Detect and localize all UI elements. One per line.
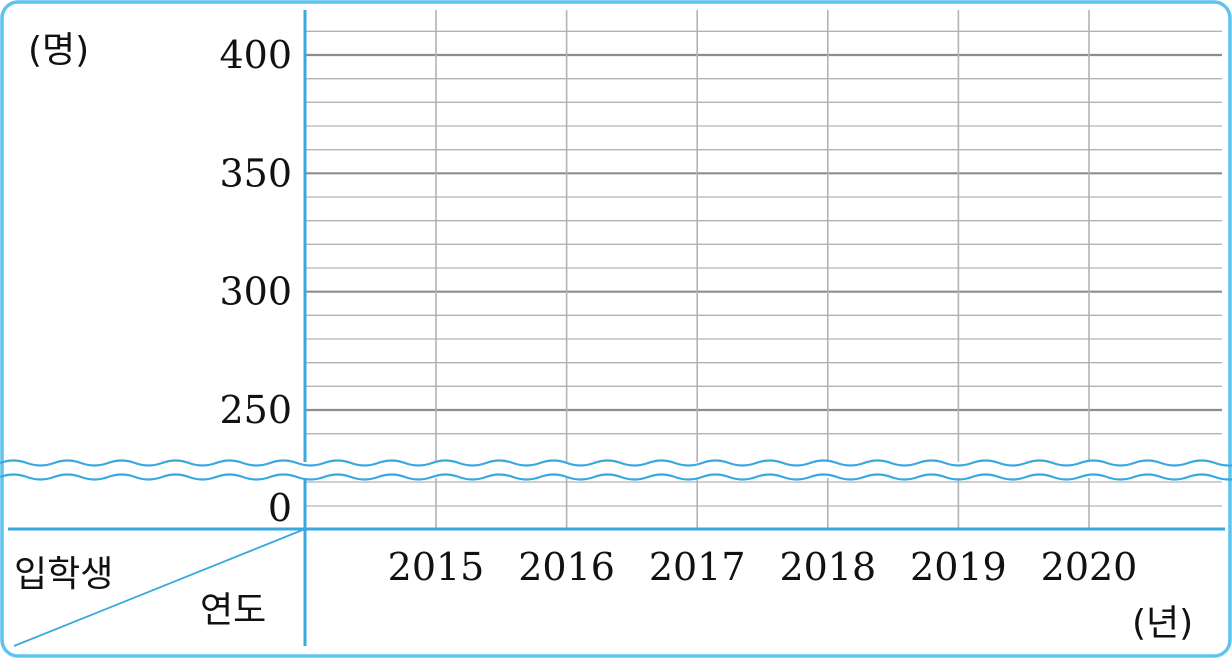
corner-diagonal	[13, 528, 306, 647]
axes	[8, 10, 1225, 647]
x-tick-label: 2018	[779, 545, 876, 589]
y-tick-label: 300	[219, 270, 292, 314]
break-wave-lower	[0, 473, 1232, 481]
grid	[305, 10, 1222, 529]
corner-header-students: 입학생	[14, 554, 113, 595]
y-tick-labels: 400 350 300 250 0	[219, 33, 292, 530]
x-unit-label: (년)	[1132, 603, 1193, 644]
x-tick-label: 2017	[649, 545, 746, 589]
y-tick-label: 400	[219, 33, 292, 77]
x-tick-label: 2016	[518, 545, 615, 589]
y-tick-label: 350	[219, 151, 292, 195]
break-wave-upper	[0, 459, 1232, 467]
x-tick-labels: 2015 2016 2017 2018 2019 2020	[388, 545, 1138, 589]
x-tick-label: 2019	[910, 545, 1007, 589]
corner-header-year: 연도	[200, 590, 266, 631]
x-tick-label: 2020	[1041, 545, 1138, 589]
axis-break	[0, 459, 1232, 481]
y-tick-label: 0	[268, 486, 292, 530]
y-tick-label: 250	[219, 388, 292, 432]
y-unit-label: (명)	[28, 30, 89, 71]
x-tick-label: 2015	[388, 545, 485, 589]
